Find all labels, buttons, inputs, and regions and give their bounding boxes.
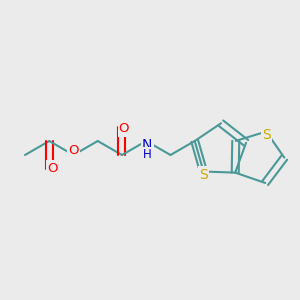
Text: H: H xyxy=(143,148,152,160)
Text: O: O xyxy=(119,122,129,136)
Text: S: S xyxy=(262,128,271,142)
Text: S: S xyxy=(199,167,208,182)
Text: N: N xyxy=(142,138,152,152)
Text: O: O xyxy=(47,161,58,175)
Text: O: O xyxy=(68,145,79,158)
